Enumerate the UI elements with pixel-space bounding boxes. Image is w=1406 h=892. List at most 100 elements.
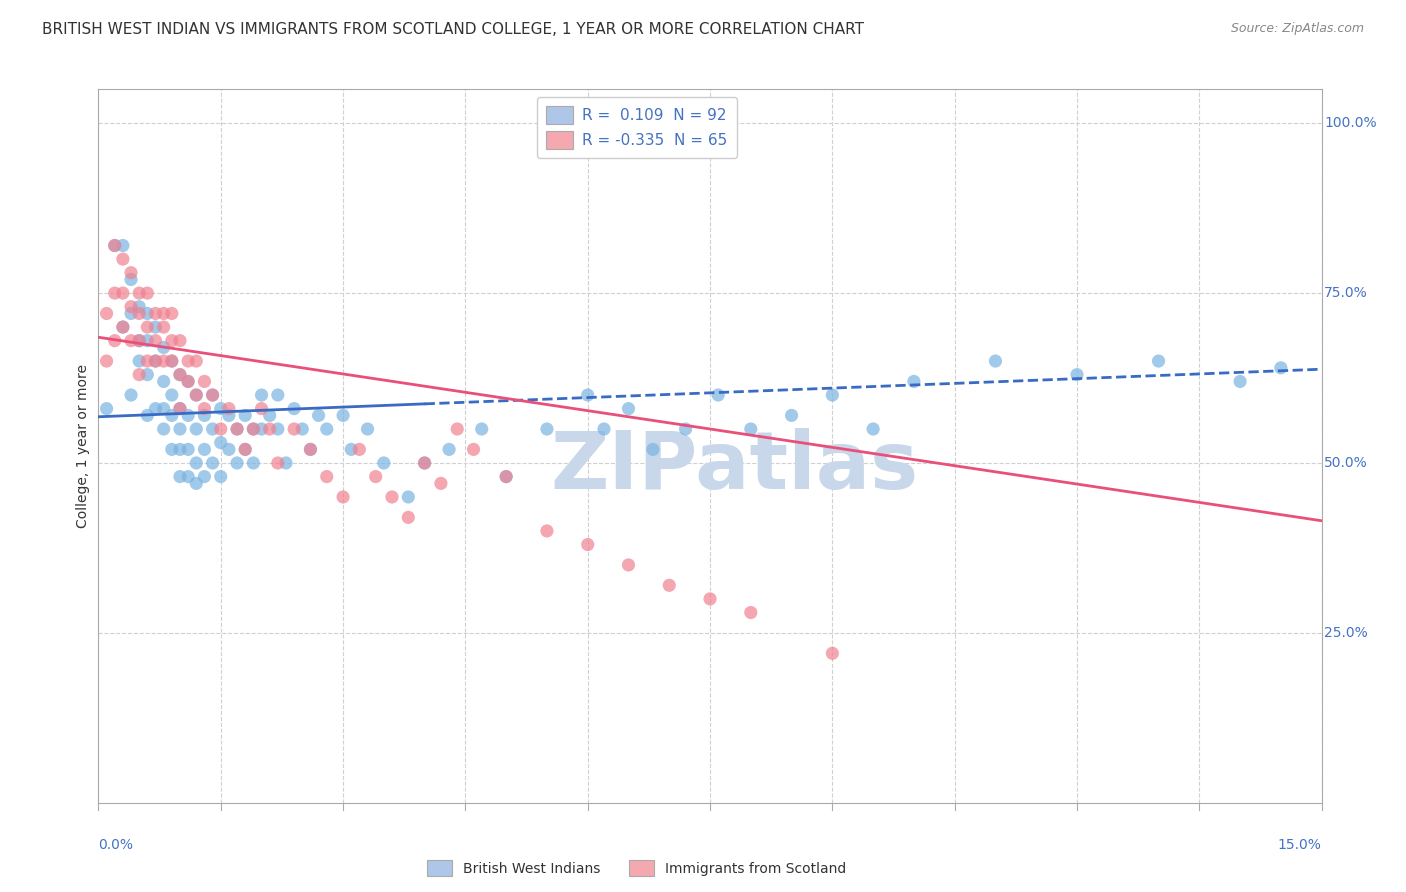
Point xyxy=(259,422,281,436)
Point xyxy=(128,334,150,348)
Point xyxy=(356,422,378,436)
Point xyxy=(209,435,232,450)
Point xyxy=(315,469,337,483)
Point xyxy=(169,368,191,382)
Point xyxy=(104,334,127,348)
Point xyxy=(373,456,395,470)
Point xyxy=(193,442,215,457)
Point xyxy=(136,354,159,368)
Point xyxy=(169,469,191,483)
Point xyxy=(780,409,803,423)
Point xyxy=(283,422,305,436)
Point xyxy=(250,388,273,402)
Point xyxy=(267,456,290,470)
Point xyxy=(233,442,256,457)
Point xyxy=(201,456,224,470)
Text: 0.0%: 0.0% xyxy=(98,838,134,853)
Point xyxy=(430,476,453,491)
Point xyxy=(136,286,159,301)
Point xyxy=(862,422,884,436)
Point xyxy=(593,422,616,436)
Point xyxy=(169,401,191,416)
Point xyxy=(299,442,322,457)
Point xyxy=(186,388,208,402)
Point xyxy=(536,422,558,436)
Point xyxy=(1147,354,1170,368)
Point xyxy=(218,442,240,457)
Point xyxy=(186,456,208,470)
Point xyxy=(308,409,330,423)
Point xyxy=(145,334,167,348)
Point xyxy=(396,490,419,504)
Point xyxy=(120,306,142,320)
Point xyxy=(495,469,517,483)
Point xyxy=(145,354,167,368)
Point xyxy=(128,334,150,348)
Point xyxy=(111,238,134,252)
Point xyxy=(152,341,174,355)
Point xyxy=(1066,368,1088,382)
Point xyxy=(145,320,167,334)
Point xyxy=(250,401,273,416)
Point xyxy=(177,375,200,389)
Point xyxy=(283,401,305,416)
Point xyxy=(233,442,256,457)
Point xyxy=(193,401,215,416)
Point xyxy=(169,442,191,457)
Point xyxy=(111,320,134,334)
Point xyxy=(145,401,167,416)
Point xyxy=(903,375,925,389)
Point xyxy=(186,354,208,368)
Text: Source: ZipAtlas.com: Source: ZipAtlas.com xyxy=(1230,22,1364,36)
Point xyxy=(495,469,517,483)
Point xyxy=(201,388,224,402)
Text: 25.0%: 25.0% xyxy=(1324,626,1368,640)
Point xyxy=(160,354,183,368)
Point xyxy=(267,388,290,402)
Point xyxy=(446,422,468,436)
Point xyxy=(169,401,191,416)
Point xyxy=(274,456,297,470)
Point xyxy=(152,320,174,334)
Point xyxy=(471,422,494,436)
Point xyxy=(136,334,159,348)
Point xyxy=(128,306,150,320)
Point xyxy=(177,354,200,368)
Point xyxy=(193,375,215,389)
Point xyxy=(96,354,118,368)
Point xyxy=(177,442,200,457)
Point xyxy=(177,409,200,423)
Point xyxy=(136,368,159,382)
Point xyxy=(364,469,387,483)
Point xyxy=(381,490,404,504)
Point xyxy=(658,578,681,592)
Point xyxy=(267,422,290,436)
Point xyxy=(193,469,215,483)
Point xyxy=(617,558,640,572)
Point xyxy=(250,422,273,436)
Point xyxy=(136,409,159,423)
Point xyxy=(120,300,142,314)
Point xyxy=(111,252,134,266)
Point xyxy=(111,286,134,301)
Point xyxy=(186,422,208,436)
Text: ZIPatlas: ZIPatlas xyxy=(550,428,918,507)
Point xyxy=(209,401,232,416)
Text: 15.0%: 15.0% xyxy=(1278,838,1322,853)
Point xyxy=(226,456,249,470)
Point xyxy=(128,286,150,301)
Point xyxy=(396,510,419,524)
Point xyxy=(160,306,183,320)
Point xyxy=(120,388,142,402)
Point xyxy=(186,476,208,491)
Point xyxy=(201,422,224,436)
Point xyxy=(349,442,371,457)
Point xyxy=(413,456,436,470)
Point xyxy=(340,442,363,457)
Point xyxy=(111,320,134,334)
Point xyxy=(707,388,730,402)
Point xyxy=(136,320,159,334)
Point xyxy=(193,409,215,423)
Text: 100.0%: 100.0% xyxy=(1324,116,1376,130)
Point xyxy=(576,537,599,551)
